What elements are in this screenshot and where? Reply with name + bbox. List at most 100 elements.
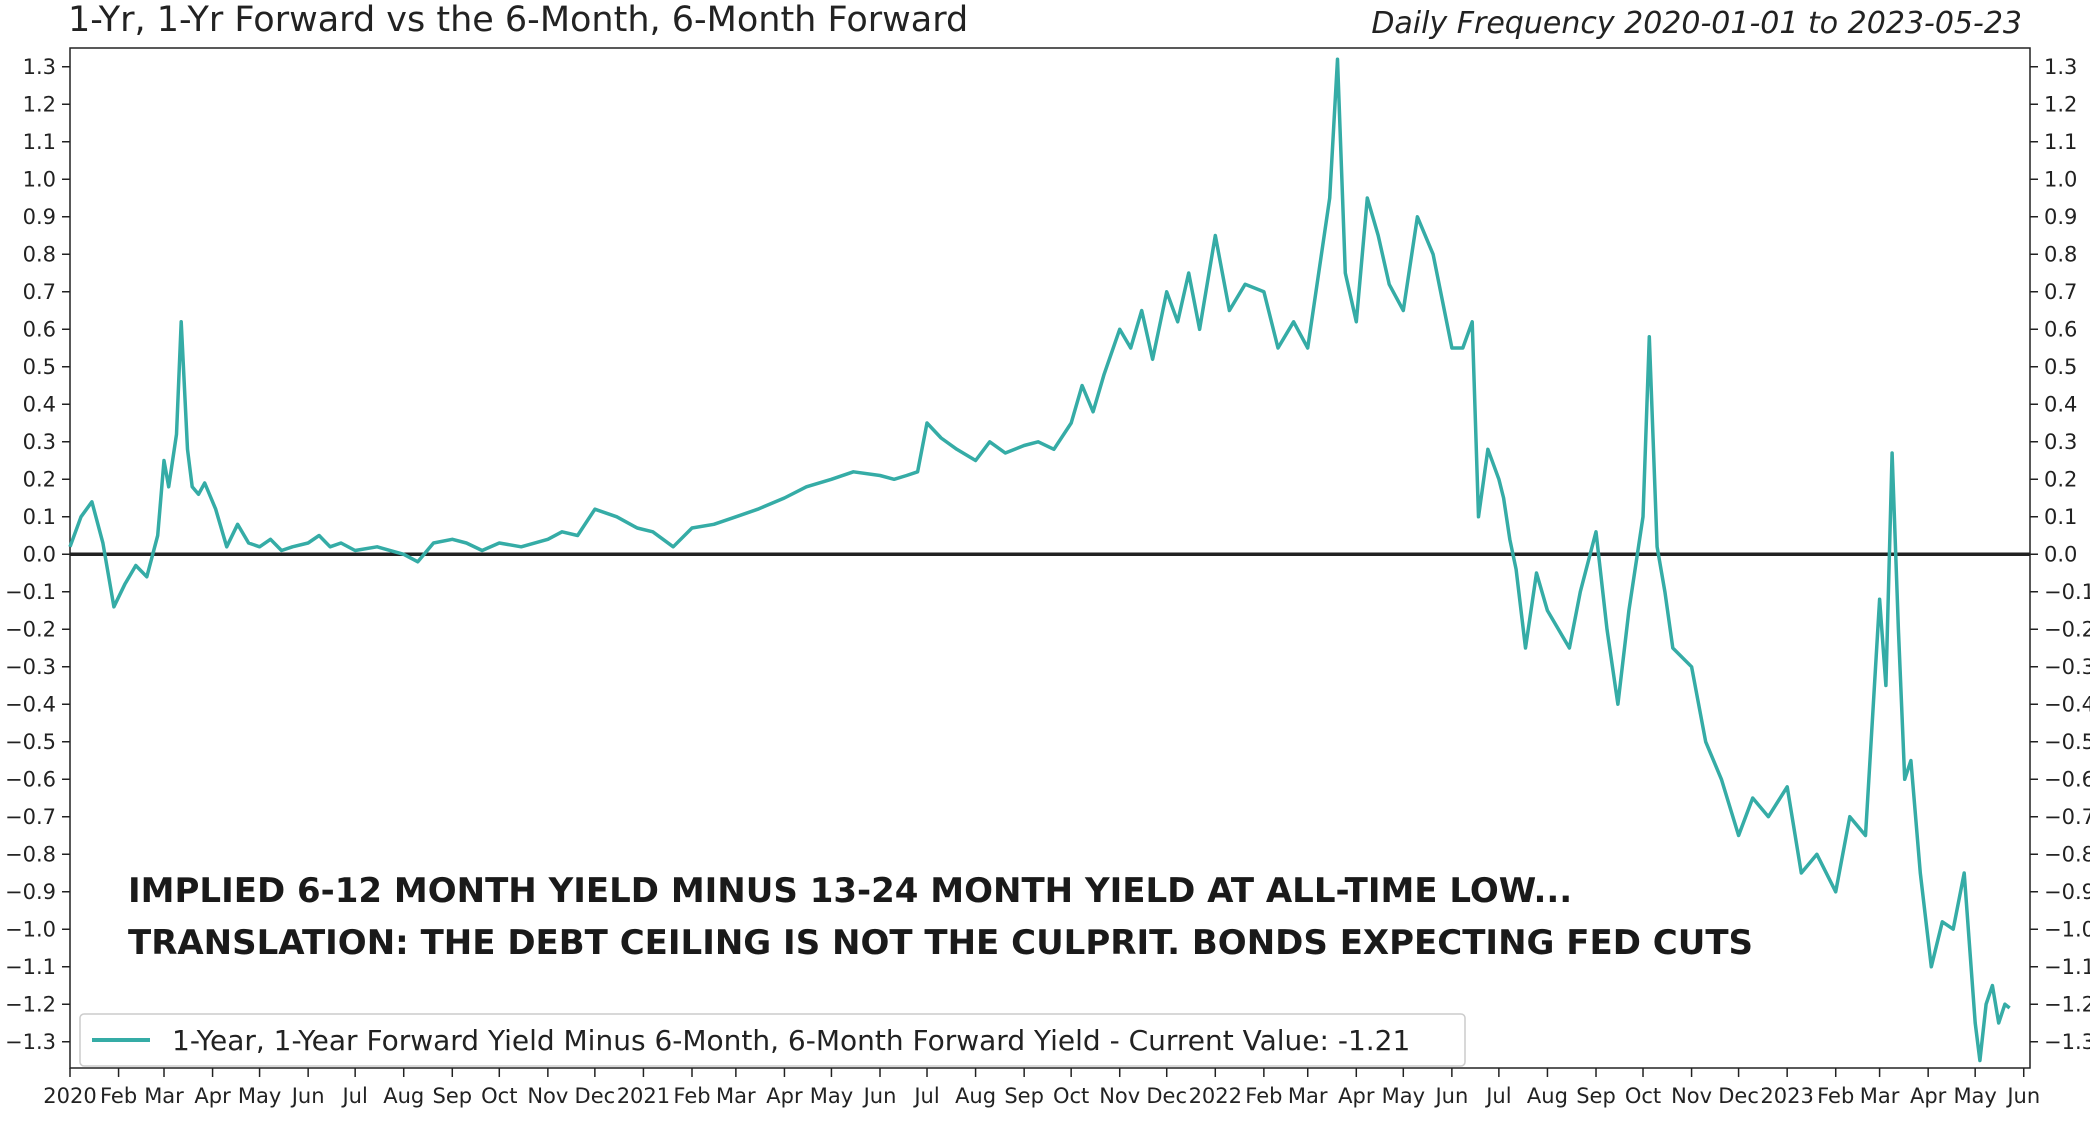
y-tick-label-right: −1.1	[2044, 955, 2090, 979]
legend-box	[79, 1013, 1466, 1067]
legend-label: 1-Year, 1-Year Forward Yield Minus 6-Mon…	[172, 1024, 1410, 1057]
series-line-forward-spread	[68, 57, 2011, 1063]
x-tick-label: Mar	[716, 1084, 756, 1108]
y-tick-label-right: −0.9	[2044, 880, 2090, 904]
y-tick-label-right: 0.3	[2044, 430, 2077, 454]
y-tick-label-right: 1.1	[2044, 130, 2077, 154]
y-tick-label-right: −1.3	[2044, 1030, 2090, 1054]
x-tick-label: Oct	[481, 1084, 517, 1108]
annotation-line-1: IMPLIED 6-12 MONTH YIELD MINUS 13-24 MON…	[128, 871, 1572, 911]
x-tick-label: Jun	[862, 1084, 897, 1108]
y-tick-label-left: 0.1	[23, 505, 56, 529]
x-tick-label: Oct	[1053, 1084, 1089, 1108]
y-tick-label-left: 0.8	[23, 242, 56, 266]
y-tick-label-right: 0.8	[2044, 242, 2077, 266]
legend: 1-Year, 1-Year Forward Yield Minus 6-Mon…	[79, 1013, 1466, 1067]
x-tick-label: 2020	[43, 1084, 96, 1108]
y-tick-label-right: 0.1	[2044, 505, 2077, 529]
y-tick-label-left: 0.7	[23, 280, 56, 304]
y-tick-label-right: 0.2	[2044, 467, 2077, 491]
x-tick-label: Feb	[1245, 1084, 1282, 1108]
x-tick-label: Jul	[340, 1084, 367, 1108]
y-tick-label-left: −1.2	[5, 992, 56, 1016]
y-tick-label-left: −0.2	[5, 617, 56, 641]
x-tick-label: May	[810, 1084, 853, 1108]
y-tick-label-right: −0.8	[2044, 842, 2090, 866]
y-tick-label-left: 0.9	[23, 205, 56, 229]
x-tick-label: 2022	[1189, 1084, 1242, 1108]
x-tick-label: Nov	[1671, 1084, 1712, 1108]
y-tick-label-right: 0.0	[2044, 542, 2077, 566]
y-tick-label-right: −0.5	[2044, 730, 2090, 754]
x-tick-label: Sep	[1576, 1084, 1616, 1108]
y-tick-label-left: 0.0	[23, 542, 56, 566]
x-tick-label: Aug	[1527, 1084, 1568, 1108]
x-tick-label: Dec	[575, 1084, 616, 1108]
x-tick-label: May	[1382, 1084, 1425, 1108]
y-tick-label-left: −1.0	[5, 917, 56, 941]
x-tick-label: Feb	[100, 1084, 137, 1108]
y-tick-label-right: −1.2	[2044, 992, 2090, 1016]
y-tick-label-left: 1.1	[23, 130, 56, 154]
y-axis-left: 1.3 1.2 1.1 1.0 0.9 0.8 0.7 0.6 0.5 0.4 0.3 0.2 0.1 0…	[5, 55, 70, 1054]
plot-area-frame	[69, 47, 2031, 1069]
x-tick-label: Mar	[1288, 1084, 1328, 1108]
y-tick-label-right: 0.7	[2044, 280, 2077, 304]
y-tick-label-right: −0.3	[2044, 655, 2090, 679]
annotation-line-2: TRANSLATION: THE DEBT CEILING IS NOT THE…	[128, 923, 1753, 963]
x-tick-label: Sep	[1004, 1084, 1044, 1108]
y-tick-label-right: 1.3	[2044, 55, 2077, 79]
x-tick-label: Jul	[1484, 1084, 1511, 1108]
y-tick-label-right: 0.6	[2044, 317, 2077, 341]
x-tick-label: Nov	[527, 1084, 568, 1108]
y-tick-label-left: 0.2	[23, 467, 56, 491]
x-tick-label: 2023	[1760, 1084, 1813, 1108]
y-tick-label-right: −1.0	[2044, 917, 2090, 941]
chart-annotations: IMPLIED 6-12 MONTH YIELD MINUS 13-24 MON…	[128, 871, 1753, 963]
x-tick-label: Feb	[1817, 1084, 1854, 1108]
x-tick-label: 2021	[617, 1084, 670, 1108]
y-tick-label-left: −0.3	[5, 655, 56, 679]
x-tick-label: Apr	[194, 1084, 231, 1108]
y-tick-label-left: 1.0	[23, 167, 56, 191]
x-tick-label: Oct	[1625, 1084, 1661, 1108]
chart-title: 1-Yr, 1-Yr Forward vs the 6-Month, 6-Mon…	[68, 0, 969, 40]
y-tick-label-left: 0.4	[23, 392, 56, 416]
x-tick-label: May	[238, 1084, 281, 1108]
chart-subtitle: Daily Frequency 2020-01-01 to 2023-05-23	[1371, 6, 2022, 41]
y-tick-label-right: −0.2	[2044, 617, 2090, 641]
y-tick-label-right: 1.0	[2044, 167, 2077, 191]
y-tick-label-left: −0.4	[5, 692, 56, 716]
x-tick-label: Feb	[673, 1084, 710, 1108]
y-tick-label-right: 0.5	[2044, 355, 2077, 379]
y-tick-label-left: 0.5	[23, 355, 56, 379]
x-tick-label: Aug	[955, 1084, 996, 1108]
x-tick-label: Apr	[766, 1084, 803, 1108]
x-tick-label: Jun	[1433, 1084, 1468, 1108]
y-tick-label-right: −0.6	[2044, 767, 2090, 791]
y-tick-label-left: 0.6	[23, 317, 56, 341]
x-tick-label: Dec	[1718, 1084, 1759, 1108]
y-axis-right: 1.3 1.2 1.1 1.0 0.9 0.8 0.7 0.6 0.5 0.4 0.3 0.2 0.1 0…	[2030, 55, 2090, 1054]
x-tick-label: Jun	[290, 1084, 325, 1108]
y-tick-label-right: −0.4	[2044, 692, 2090, 716]
x-tick-label: Jun	[2005, 1084, 2040, 1108]
y-tick-label-left: −0.7	[5, 805, 56, 829]
y-tick-label-left: −0.8	[5, 842, 56, 866]
x-tick-label: Mar	[1860, 1084, 1900, 1108]
y-tick-label-left: 0.3	[23, 430, 56, 454]
x-tick-label: Dec	[1146, 1084, 1187, 1108]
y-tick-label-right: 0.9	[2044, 205, 2077, 229]
y-tick-label-left: −0.6	[5, 767, 56, 791]
y-tick-label-left: −1.1	[5, 955, 56, 979]
x-tick-label: Mar	[144, 1084, 184, 1108]
y-tick-label-left: −0.5	[5, 730, 56, 754]
x-tick-label: Apr	[1338, 1084, 1375, 1108]
x-axis: 2020 Feb Mar Apr May Jun Jul Aug Sep Oct Nov Dec 202…	[43, 1068, 2040, 1108]
x-tick-label: Jul	[912, 1084, 939, 1108]
y-tick-label-left: 1.3	[23, 55, 56, 79]
y-tick-label-right: −0.7	[2044, 805, 2090, 829]
x-tick-label: May	[1953, 1084, 1996, 1108]
y-tick-label-right: 1.2	[2044, 92, 2077, 116]
